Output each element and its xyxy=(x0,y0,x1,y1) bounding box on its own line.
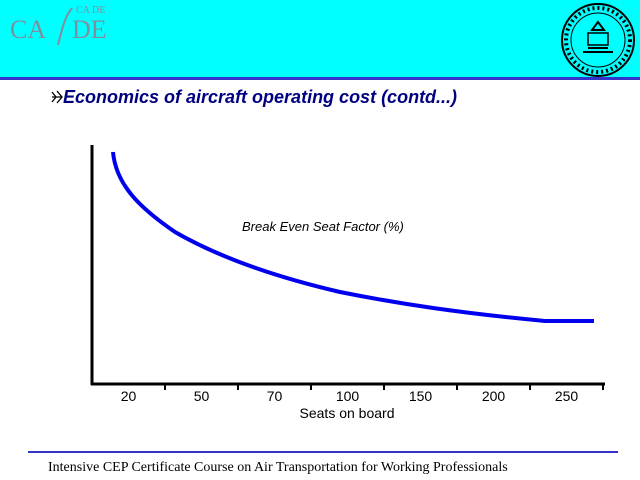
x-tick-label: 20 xyxy=(121,388,137,404)
logo-left: CA xyxy=(10,15,46,44)
x-tick-label: 200 xyxy=(482,388,506,404)
header-rule xyxy=(0,77,640,80)
x-tick-label: 50 xyxy=(194,388,210,404)
footer: Intensive CEP Certificate Course on Air … xyxy=(48,460,508,475)
logo: CA DE CA DE xyxy=(10,5,107,46)
logo-small-left: CA xyxy=(76,5,91,16)
x-ticks: 20 50 70 100 150 200 250 xyxy=(121,384,604,404)
x-axis-label: Seats on board xyxy=(300,405,395,421)
curve xyxy=(111,151,594,323)
x-tick-label: 70 xyxy=(267,388,283,404)
slide-title: Economics of aircraft operating cost (co… xyxy=(63,87,457,107)
x-tick-label: 150 xyxy=(409,388,433,404)
x-tick-label: 250 xyxy=(555,388,579,404)
logo-small-right: DE xyxy=(92,5,105,16)
x-tick-label: 100 xyxy=(336,388,360,404)
logo-right: DE xyxy=(72,15,107,44)
chart: 20 50 70 100 150 200 250 Break Even Seat Facto… xyxy=(90,145,605,421)
curve-label: Break Even Seat Factor (%) xyxy=(242,219,404,234)
logo-slash xyxy=(57,7,73,46)
header-band xyxy=(0,0,640,77)
emblem xyxy=(561,3,635,77)
bullet xyxy=(51,90,63,104)
